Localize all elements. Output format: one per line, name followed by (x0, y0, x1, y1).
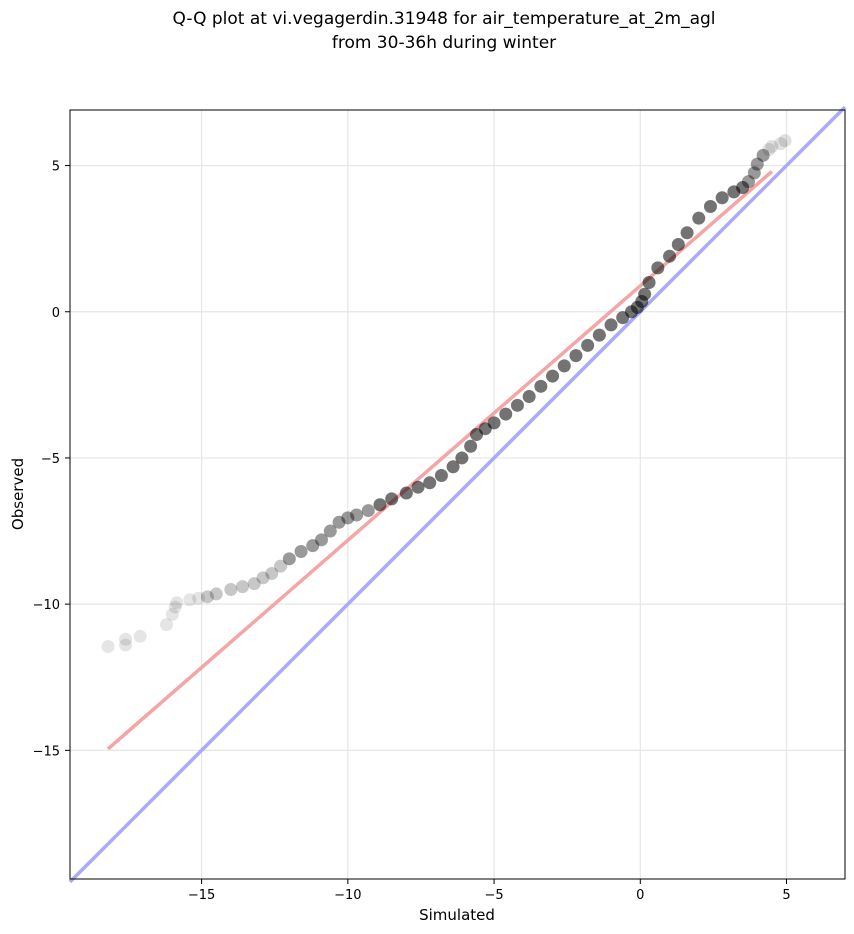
data-point-71 (778, 134, 792, 148)
data-point-26 (361, 504, 375, 518)
data-point-61 (715, 191, 729, 205)
y-axis-label: Observed (9, 458, 27, 530)
data-point-27 (373, 498, 387, 512)
data-point-32 (434, 468, 448, 482)
data-point-21 (315, 533, 329, 547)
x-axis-label: Simulated (419, 906, 495, 924)
data-point-38 (487, 416, 501, 430)
data-point-11 (209, 587, 223, 601)
data-point-70 (774, 137, 788, 151)
data-point-2 (119, 632, 133, 646)
data-point-40 (510, 398, 524, 412)
reference-lines (68, 105, 847, 884)
data-point-64 (741, 175, 755, 189)
data-point-16 (265, 566, 279, 580)
data-point-34 (455, 451, 469, 465)
x-tick-label-4: 5 (782, 888, 790, 903)
data-point-66 (750, 157, 764, 171)
x-tick-label-1: −10 (334, 888, 361, 903)
data-point-28 (385, 492, 399, 506)
data-point-54 (642, 276, 656, 290)
data-point-7 (170, 596, 184, 610)
data-point-5 (165, 607, 179, 621)
data-point-59 (692, 211, 706, 225)
data-point-30 (411, 480, 425, 494)
data-points (101, 134, 792, 654)
data-point-55 (651, 261, 665, 275)
data-point-12 (224, 583, 238, 597)
data-point-9 (192, 591, 206, 605)
data-point-46 (581, 338, 595, 352)
data-point-3 (133, 629, 147, 643)
data-point-8 (183, 593, 197, 607)
data-point-41 (522, 390, 536, 404)
axis-ticks: −15 −10 −5 0 5 −15 −10 −5 0 5 (33, 160, 791, 903)
data-point-44 (557, 359, 571, 373)
data-point-14 (247, 577, 261, 591)
x-tick-label-2: −5 (484, 888, 503, 903)
data-point-24 (341, 511, 355, 525)
data-point-18 (282, 552, 296, 566)
x-tick-label-0: −15 (188, 888, 215, 903)
data-point-22 (323, 524, 337, 538)
data-point-43 (546, 369, 560, 383)
data-point-57 (671, 238, 685, 252)
y-tick-label-4: 5 (52, 160, 60, 175)
data-point-39 (499, 407, 513, 421)
data-point-10 (200, 590, 214, 604)
data-point-60 (703, 199, 717, 213)
chart-title-line-2: from 30-36h during winter (332, 33, 556, 53)
data-point-6 (168, 600, 182, 614)
data-point-4 (160, 618, 174, 632)
data-point-15 (256, 571, 270, 585)
chart-title-line-1: Q-Q plot at vi.vegagerdin.31948 for air_… (172, 9, 715, 29)
data-point-53 (638, 287, 652, 301)
data-point-65 (747, 166, 761, 180)
data-point-69 (765, 140, 779, 154)
data-point-58 (680, 226, 694, 240)
data-point-20 (306, 539, 320, 553)
data-point-23 (332, 515, 346, 529)
data-point-17 (274, 559, 288, 573)
data-point-42 (534, 379, 548, 393)
data-point-47 (592, 328, 606, 342)
data-point-13 (236, 580, 250, 594)
plot-frame (69, 109, 846, 880)
data-point-25 (350, 508, 364, 522)
data-point-48 (604, 318, 618, 332)
x-tick-label-3: 0 (636, 888, 644, 903)
data-point-63 (736, 180, 750, 194)
y-tick-label-0: −15 (33, 744, 60, 759)
y-tick-label-2: −5 (41, 452, 60, 467)
data-point-31 (423, 476, 437, 490)
y-tick-label-3: 0 (52, 306, 60, 321)
data-point-45 (569, 349, 583, 363)
data-point-19 (294, 545, 308, 559)
data-point-56 (663, 249, 677, 263)
data-point-29 (399, 486, 413, 500)
data-point-0 (101, 640, 115, 654)
data-point-1 (119, 638, 133, 652)
data-point-68 (762, 142, 776, 156)
identity-line (68, 105, 847, 884)
data-point-33 (446, 460, 460, 474)
data-point-67 (756, 148, 770, 162)
data-point-35 (464, 439, 478, 453)
y-tick-label-1: −10 (33, 598, 60, 613)
